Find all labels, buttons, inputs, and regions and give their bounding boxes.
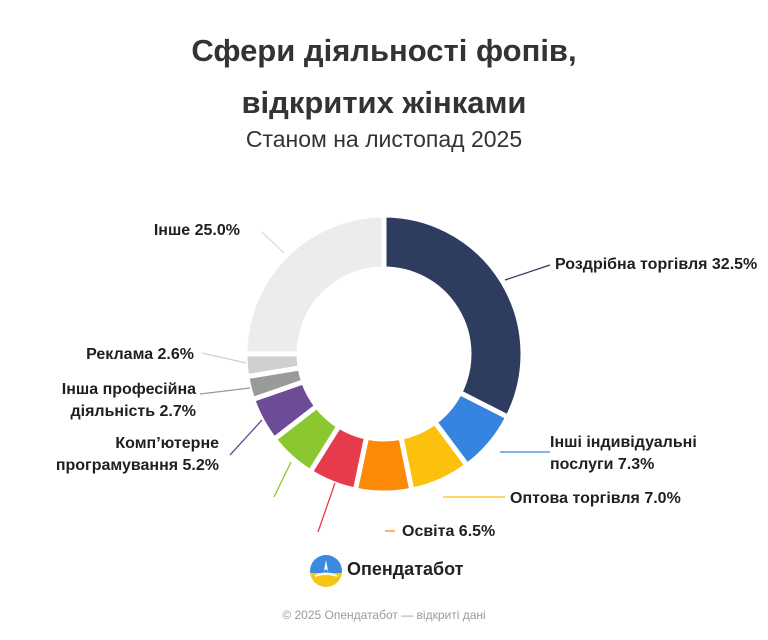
donut-slice — [242, 212, 387, 357]
slice-label-line: Інша професійна — [61, 381, 196, 398]
leader-line — [261, 231, 285, 254]
slice-label: Інша професійна діяльність 2.7% — [62, 379, 196, 423]
slice-label-line: Оптова торгівля 7.0% — [510, 490, 681, 507]
slice-label-line: Інше 25.0% — [153, 222, 240, 239]
slice-label: Оптова торгівля 7.0% — [510, 488, 681, 510]
slice-label: Інше 25.0% — [154, 220, 240, 242]
slice-label-line: Освіта 6.5% — [402, 523, 496, 540]
leader-line — [229, 419, 263, 456]
slice-label-line: діяльність 2.7% — [70, 403, 196, 420]
leader-line — [317, 482, 336, 533]
slice-label-line: Інші індивідуальні — [550, 434, 697, 451]
slice-label: Комп’ютерне програмування 5.2% — [56, 433, 219, 477]
chart-title-line2: відкритих жінками — [241, 85, 527, 120]
donut-slice — [381, 212, 526, 420]
leader-line — [273, 461, 292, 498]
brand-name: Опендатабот — [347, 559, 464, 579]
slice-label-line: Роздрібна торгівля 32.5% — [555, 256, 758, 273]
slice-label: Роздрібна торгівля 32.5% — [555, 254, 757, 276]
leader-line — [199, 387, 251, 395]
slice-label: Освіта 6.5% — [402, 521, 495, 543]
opendatabot-logo-icon — [310, 555, 342, 587]
slice-label: Реклама 2.6% — [86, 344, 194, 366]
leader-line — [504, 264, 551, 281]
slice-label-line: програмування 5.2% — [55, 457, 219, 474]
leader-line — [201, 352, 247, 364]
chart-title-line1: Сфери діяльності фопів, — [191, 33, 577, 68]
footer-text: © 2025 Опендатабот — відкриті дані — [282, 608, 486, 622]
slice-label-line: Комп’ютерне — [115, 435, 219, 452]
slice-label-line: послуги 7.3% — [550, 456, 655, 473]
slice-label-line: Реклама 2.6% — [86, 346, 194, 363]
slice-label: Інші індивідуальні послуги 7.3% — [550, 432, 697, 476]
chart-subtitle: Станом на листопад 2025 — [245, 126, 523, 152]
